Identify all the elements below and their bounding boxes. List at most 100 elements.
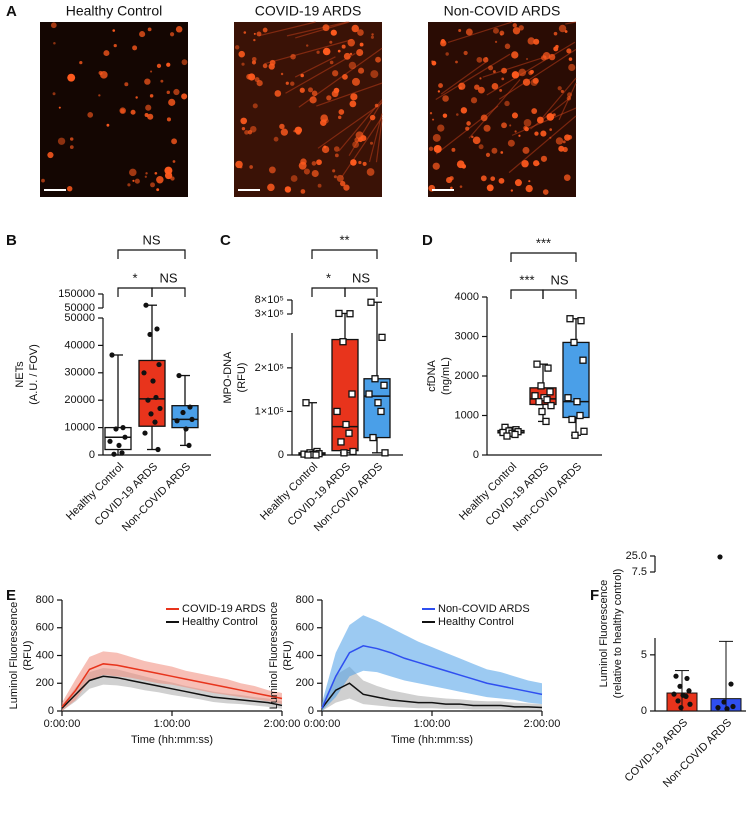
significance-bracket xyxy=(510,289,544,299)
cell xyxy=(267,183,275,192)
cell xyxy=(113,44,117,48)
cell xyxy=(53,42,56,45)
y-axis-label: cfDNA xyxy=(426,359,438,391)
cell xyxy=(553,31,558,36)
fiber xyxy=(341,116,383,178)
y-tick-label: 0 xyxy=(48,705,54,717)
data-point xyxy=(671,691,677,697)
fiber xyxy=(435,53,511,101)
legend-label: Healthy Control xyxy=(182,616,258,628)
cell xyxy=(449,176,454,181)
data-point xyxy=(673,673,679,679)
y-tick-label: 2000 xyxy=(455,370,479,382)
fiber xyxy=(482,56,547,78)
y-tick-label: 0 xyxy=(641,705,647,717)
y-tick-label: 7.5 xyxy=(632,566,647,578)
data-point xyxy=(176,372,182,379)
cell xyxy=(290,81,295,86)
cell xyxy=(343,184,350,191)
cell xyxy=(369,114,376,121)
cell xyxy=(52,92,56,96)
data-point xyxy=(113,426,119,432)
data-point xyxy=(302,399,310,407)
cell xyxy=(564,30,568,33)
panel-label: F xyxy=(590,587,599,604)
cell xyxy=(356,49,364,57)
cell xyxy=(308,87,313,93)
cell xyxy=(480,175,487,182)
cell xyxy=(500,151,504,154)
cell xyxy=(499,88,503,92)
data-point xyxy=(717,554,723,560)
box xyxy=(562,341,590,419)
data-point xyxy=(333,407,341,416)
cell xyxy=(537,162,540,166)
cell xyxy=(358,67,365,74)
cell xyxy=(440,39,446,44)
cell xyxy=(350,93,358,101)
y-tick-label: 0 xyxy=(473,449,479,461)
cell xyxy=(429,112,433,115)
cell xyxy=(311,90,318,97)
data-point xyxy=(570,338,578,347)
data-point xyxy=(148,411,154,417)
cell xyxy=(540,155,548,162)
cell xyxy=(252,103,258,109)
data-point xyxy=(535,398,543,406)
data-point xyxy=(374,399,382,407)
cell xyxy=(166,62,171,67)
cell xyxy=(171,138,178,145)
fiber xyxy=(447,21,513,44)
cell xyxy=(172,160,176,163)
y-tick-label: 50000 xyxy=(64,302,95,314)
x-tick-label: 2:00:00 xyxy=(524,718,561,730)
y-tick-label: 50000 xyxy=(64,312,95,324)
cell xyxy=(253,38,256,42)
data-point xyxy=(348,390,356,398)
cell xyxy=(549,128,553,131)
fiber xyxy=(508,115,577,174)
data-point xyxy=(312,451,320,459)
data-point xyxy=(141,370,147,376)
data-point xyxy=(116,442,122,449)
cell xyxy=(341,44,346,49)
significance-bracket xyxy=(117,249,186,259)
cell xyxy=(351,77,360,86)
cell xyxy=(273,136,279,142)
significance-label: NS xyxy=(159,270,177,285)
cell xyxy=(492,27,499,34)
significance-label: NS xyxy=(142,232,160,247)
y-axis-label: NETs xyxy=(14,361,26,388)
data-point xyxy=(531,392,539,400)
significance-label: *** xyxy=(536,235,551,250)
y-axis-label: (ng/mL) xyxy=(440,357,452,395)
data-point xyxy=(335,309,343,318)
cell xyxy=(360,135,367,142)
cell xyxy=(139,31,146,38)
legend-label: Non-COVID ARDS xyxy=(438,603,530,615)
cell xyxy=(337,49,341,53)
cell xyxy=(438,83,443,88)
box xyxy=(171,405,199,429)
significance-bracket xyxy=(344,287,378,297)
cell xyxy=(250,125,257,133)
micrograph-detail xyxy=(41,21,577,195)
line xyxy=(321,645,543,709)
cell xyxy=(509,124,512,127)
cell xyxy=(306,44,309,47)
data-point xyxy=(119,450,125,456)
cell xyxy=(558,145,565,152)
cell xyxy=(523,119,532,127)
cell xyxy=(169,32,175,37)
cell xyxy=(333,175,337,179)
cell xyxy=(349,52,353,56)
cell xyxy=(181,93,188,100)
x-tick-label: 1:00:00 xyxy=(154,718,191,730)
cell xyxy=(330,29,337,36)
cell xyxy=(87,112,94,118)
cell xyxy=(472,136,481,145)
cell xyxy=(156,188,160,192)
cell xyxy=(546,113,555,121)
significance-bracket xyxy=(117,287,153,297)
